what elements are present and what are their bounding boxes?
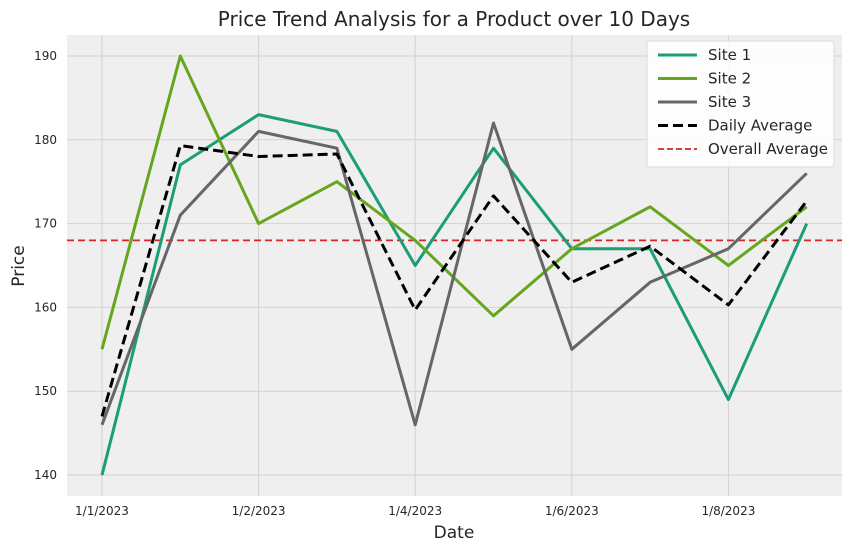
x-tick-label: 1/2/2023 [232,504,286,518]
x-tick-label: 1/4/2023 [388,504,442,518]
legend-label: Daily Average [708,117,812,135]
x-tick-label: 1/6/2023 [545,504,599,518]
legend-label: Overall Average [708,140,828,158]
y-tick-label: 150 [34,384,57,398]
y-axis-title: Price [9,245,29,286]
legend: Site 1 Site 2 Site 3 Daily Average Overall A… [646,40,835,168]
y-tick-label: 160 [34,300,57,314]
y-tick-label: 190 [34,49,57,63]
series-line-daily-average [100,144,808,417]
legend-label: Site 2 [708,70,751,88]
y-tick-label: 180 [34,133,57,147]
legend-label: Site 1 [708,46,751,64]
x-axis-ticks: 1/1/2023 1/2/2023 1/4/2023 1/6/2023 1/8/2023 [75,504,755,518]
chart-title: Price Trend Analysis for a Product over … [218,7,690,31]
y-tick-label: 140 [34,468,57,482]
x-tick-label: 1/8/2023 [701,504,755,518]
legend-label: Site 3 [708,93,751,111]
series-line-site-3 [100,121,808,427]
legend-box [646,40,835,168]
x-axis-title: Date [434,523,475,543]
y-tick-label: 170 [34,217,57,231]
series-lines [100,54,809,476]
x-tick-label: 1/1/2023 [75,504,129,518]
y-axis-ticks: 140 150 160 170 180 190 [34,49,57,482]
